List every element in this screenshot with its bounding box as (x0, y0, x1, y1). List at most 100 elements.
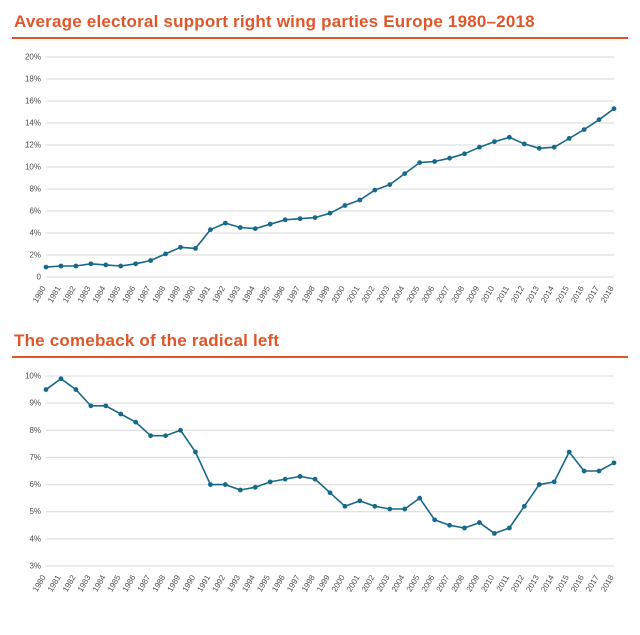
svg-text:8%: 8% (29, 185, 41, 194)
svg-text:2018: 2018 (599, 284, 616, 304)
svg-text:2007: 2007 (435, 573, 452, 593)
svg-text:0: 0 (37, 273, 42, 282)
svg-text:9%: 9% (29, 399, 41, 408)
svg-text:2018: 2018 (599, 573, 616, 593)
svg-text:1987: 1987 (136, 284, 153, 304)
svg-text:1981: 1981 (46, 284, 63, 304)
svg-text:2015: 2015 (554, 284, 571, 304)
svg-text:2016: 2016 (569, 573, 586, 593)
svg-text:2005: 2005 (405, 284, 422, 304)
svg-text:16%: 16% (25, 97, 41, 106)
svg-text:2006: 2006 (420, 573, 437, 593)
right-wing-chart-section: Average electoral support right wing par… (12, 12, 628, 325)
svg-text:1986: 1986 (121, 284, 138, 304)
svg-text:1988: 1988 (151, 284, 168, 304)
right-wing-chart-title: Average electoral support right wing par… (14, 12, 535, 31)
svg-text:1980: 1980 (31, 284, 48, 304)
svg-text:2015: 2015 (554, 573, 571, 593)
svg-text:2008: 2008 (450, 573, 467, 593)
svg-text:1982: 1982 (61, 284, 78, 304)
svg-text:2009: 2009 (465, 573, 482, 593)
svg-text:4%: 4% (29, 534, 41, 543)
svg-text:2008: 2008 (450, 284, 467, 304)
svg-text:1985: 1985 (106, 284, 123, 304)
svg-text:2%: 2% (29, 251, 41, 260)
svg-text:5%: 5% (29, 507, 41, 516)
svg-text:12%: 12% (25, 141, 41, 150)
svg-text:1984: 1984 (91, 573, 108, 593)
svg-text:1989: 1989 (166, 573, 183, 593)
svg-text:1981: 1981 (46, 573, 63, 593)
svg-text:1994: 1994 (240, 573, 257, 593)
svg-text:1995: 1995 (255, 573, 272, 593)
svg-text:1993: 1993 (225, 284, 242, 304)
svg-text:1990: 1990 (181, 573, 198, 593)
svg-text:2000: 2000 (330, 284, 347, 304)
svg-text:1994: 1994 (240, 284, 257, 304)
svg-text:1998: 1998 (300, 284, 317, 304)
svg-text:2017: 2017 (584, 284, 601, 304)
svg-text:1998: 1998 (300, 573, 317, 593)
svg-text:2003: 2003 (375, 284, 392, 304)
svg-text:8%: 8% (29, 426, 41, 435)
svg-text:2002: 2002 (360, 573, 377, 593)
svg-text:1995: 1995 (255, 284, 272, 304)
svg-text:1987: 1987 (136, 573, 153, 593)
right-wing-line-chart: 02%4%6%8%10%12%14%16%18%20%1980198119821… (25, 53, 617, 304)
svg-text:2009: 2009 (465, 284, 482, 304)
radical-left-chart-title: The comeback of the radical left (14, 331, 280, 350)
svg-text:1999: 1999 (315, 284, 332, 304)
svg-text:2004: 2004 (390, 573, 407, 593)
title-underline (12, 356, 628, 358)
svg-text:2000: 2000 (330, 573, 347, 593)
svg-text:2010: 2010 (479, 284, 496, 304)
svg-text:1990: 1990 (181, 284, 198, 304)
svg-text:10%: 10% (25, 372, 41, 381)
svg-text:4%: 4% (29, 229, 41, 238)
svg-text:2014: 2014 (539, 573, 556, 593)
svg-text:1983: 1983 (76, 284, 93, 304)
svg-text:1999: 1999 (315, 573, 332, 593)
svg-text:6%: 6% (29, 207, 41, 216)
svg-text:2002: 2002 (360, 284, 377, 304)
svg-text:2005: 2005 (405, 573, 422, 593)
svg-text:1991: 1991 (195, 573, 212, 593)
svg-text:2012: 2012 (509, 573, 526, 593)
radical-left-line-chart: 3%4%5%6%7%8%9%10%19801981198219831984198… (25, 372, 617, 593)
svg-text:1980: 1980 (31, 573, 48, 593)
svg-text:1997: 1997 (285, 573, 302, 593)
svg-text:2011: 2011 (495, 284, 512, 304)
svg-text:1997: 1997 (285, 284, 302, 304)
svg-text:2013: 2013 (524, 573, 541, 593)
svg-text:2013: 2013 (524, 284, 541, 304)
svg-text:2010: 2010 (479, 573, 496, 593)
title-underline (12, 37, 628, 39)
svg-text:2006: 2006 (420, 284, 437, 304)
svg-text:2004: 2004 (390, 284, 407, 304)
svg-text:1988: 1988 (151, 573, 168, 593)
svg-text:1982: 1982 (61, 573, 78, 593)
svg-text:18%: 18% (25, 75, 41, 84)
svg-text:10%: 10% (25, 163, 41, 172)
svg-text:2007: 2007 (435, 284, 452, 304)
svg-text:2003: 2003 (375, 573, 392, 593)
svg-text:2017: 2017 (584, 573, 601, 593)
svg-text:7%: 7% (29, 453, 41, 462)
svg-text:2012: 2012 (509, 284, 526, 304)
svg-text:2011: 2011 (495, 573, 512, 593)
svg-text:1984: 1984 (91, 284, 108, 304)
svg-text:1991: 1991 (195, 284, 212, 304)
svg-text:1989: 1989 (166, 284, 183, 304)
svg-text:1986: 1986 (121, 573, 138, 593)
svg-text:1996: 1996 (270, 284, 287, 304)
svg-text:2001: 2001 (345, 573, 362, 593)
svg-text:2016: 2016 (569, 284, 586, 304)
svg-text:1985: 1985 (106, 573, 123, 593)
svg-text:1992: 1992 (210, 573, 227, 593)
radical-left-chart-section: The comeback of the radical left 3% 4% 5% 6… (12, 331, 628, 614)
svg-text:20%: 20% (25, 53, 41, 62)
svg-text:3%: 3% (29, 562, 41, 571)
svg-text:14%: 14% (25, 119, 41, 128)
svg-text:6%: 6% (29, 480, 41, 489)
